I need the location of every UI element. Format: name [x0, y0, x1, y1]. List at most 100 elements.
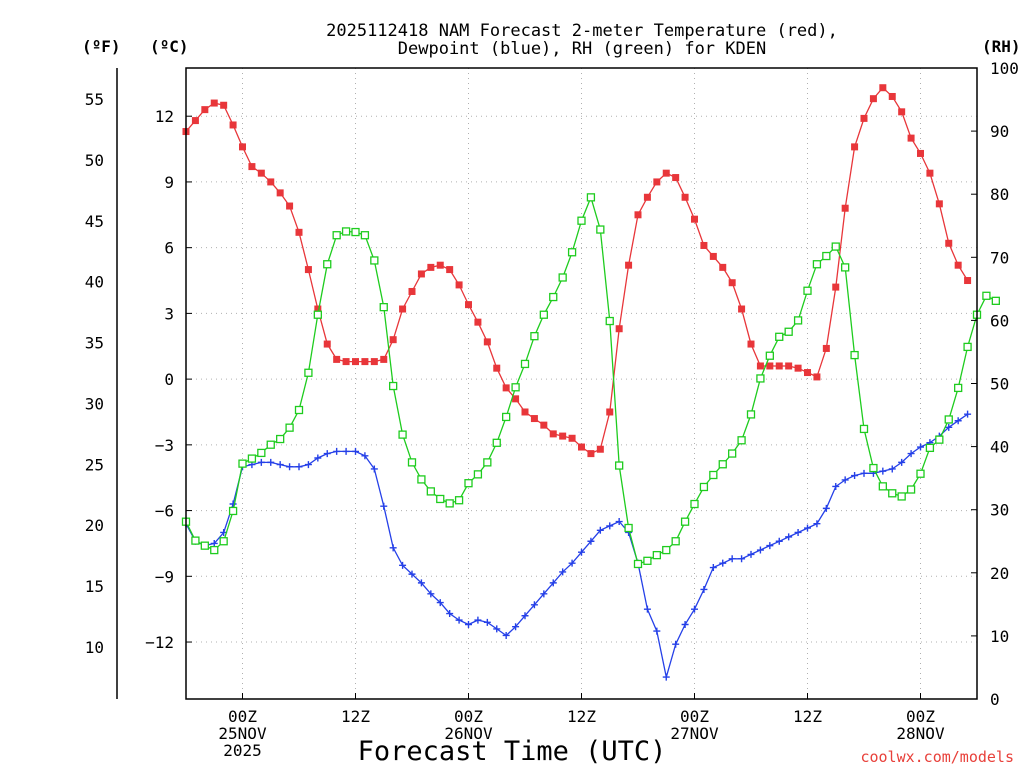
rh-tick-label: 40: [990, 438, 1009, 457]
dewpoint-point: [399, 561, 407, 569]
temperature-point: [239, 143, 246, 151]
dewpoint-point: [945, 423, 953, 431]
temperature-point: [898, 108, 906, 116]
temperature-point: [210, 99, 218, 107]
dewpoint-point: [540, 590, 548, 598]
dewpoint-point: [596, 526, 604, 534]
temperature-point: [615, 325, 623, 333]
fahrenheit-tick-label: 45: [85, 212, 104, 231]
rh-point: [285, 423, 294, 432]
temperature-point: [700, 241, 708, 249]
rh-point: [426, 487, 435, 496]
rh-tick-label: 0: [990, 690, 1000, 709]
temperature-point: [323, 340, 331, 348]
chart-title-line-1: 2025112418 NAM Forecast 2-meter Temperat…: [326, 21, 838, 41]
dewpoint-point: [295, 463, 303, 471]
temperature-point: [917, 149, 924, 157]
temperature-point: [596, 445, 604, 453]
temperature-point: [474, 318, 482, 326]
dewpoint-point: [813, 520, 821, 528]
dewpoint-point: [483, 618, 491, 626]
temperature-point: [314, 305, 322, 313]
rh-tick-label: 70: [990, 248, 1009, 267]
temperature-point: [257, 169, 265, 177]
celsius-tick-label: −9: [155, 567, 174, 586]
rh-point: [916, 469, 925, 478]
dewpoint-point: [427, 590, 435, 598]
temperature-point: [813, 373, 821, 381]
rh-point: [793, 316, 803, 325]
rh-point: [954, 383, 963, 393]
temperature-point: [549, 430, 557, 438]
temperature-point: [945, 239, 953, 247]
rh-point: [341, 227, 351, 236]
rh-point: [897, 492, 906, 501]
dewpoint-point: [662, 673, 670, 681]
rh-point: [351, 227, 360, 237]
rh-point: [756, 374, 765, 383]
temperature-point: [907, 134, 915, 142]
temperature-point: [417, 270, 425, 278]
chart-title-line-2: Dewpoint (blue), RH (green) for KDEN: [398, 39, 766, 59]
series-layer: [181, 84, 1000, 681]
temperature-point: [408, 287, 416, 295]
rh-point: [586, 193, 596, 202]
dewpoint-point: [709, 564, 717, 572]
dewpoint-point: [785, 533, 793, 541]
rh-point: [963, 342, 972, 352]
temperature-point: [719, 263, 727, 271]
temperature-point: [220, 101, 228, 109]
temperature-point: [295, 228, 303, 236]
dewpoint-point: [841, 476, 849, 484]
dewpoint-point: [512, 623, 520, 631]
time-tick-label: 2025: [223, 741, 262, 760]
rh-point: [492, 438, 501, 447]
time-tick-label: 00Z: [454, 707, 483, 726]
dewpoint-point: [766, 542, 774, 550]
rh-point: [991, 296, 1000, 305]
rh-point: [370, 256, 379, 265]
dewpoint-point: [719, 559, 727, 567]
celsius-unit-label: (ºC): [150, 37, 189, 56]
series-line: [185, 195, 997, 565]
dewpoint-point: [851, 472, 859, 480]
temperature-point: [728, 279, 736, 287]
temperature-point: [201, 106, 209, 114]
rh-point: [624, 523, 633, 533]
rh-point: [888, 489, 897, 498]
rh-point: [210, 545, 219, 555]
time-tick-label: 25NOV: [218, 724, 267, 743]
temperature-point: [785, 362, 793, 370]
dewpoint-point: [502, 631, 510, 639]
temperature-point: [276, 189, 284, 197]
rh-point: [869, 463, 878, 473]
rh-point: [709, 470, 718, 480]
dewpoint-point: [276, 461, 284, 469]
dewpoint-point: [615, 518, 623, 526]
dewpoint-point: [286, 463, 294, 471]
temperature-point: [389, 336, 397, 344]
time-tick-label: 00Z: [228, 707, 257, 726]
rh-tick-label: 20: [990, 564, 1009, 583]
dewpoint-point: [267, 458, 275, 466]
dewpoint-point: [954, 417, 962, 425]
dewpoint-point: [747, 550, 755, 558]
rh-point: [398, 430, 407, 439]
dewpoint-point: [389, 544, 397, 552]
dewpoint-point: [728, 555, 736, 563]
credit-text: coolwx.com/models: [860, 748, 1014, 766]
temperature-point: [493, 364, 501, 372]
temperature-point: [860, 114, 868, 122]
rh-point: [605, 316, 614, 326]
temperature-point: [352, 358, 359, 366]
dewpoint-point: [653, 627, 661, 635]
rh-point: [633, 559, 643, 569]
fahrenheit-tick-label: 35: [85, 334, 104, 353]
dewpoint-point: [794, 528, 802, 536]
dewpoint-point: [361, 452, 369, 460]
dewpoint-point: [352, 447, 359, 455]
dewpoint-point: [436, 599, 444, 607]
dewpoint-point: [775, 537, 783, 545]
dewpoint-point: [314, 454, 322, 462]
dewpoint-point: [229, 500, 237, 508]
